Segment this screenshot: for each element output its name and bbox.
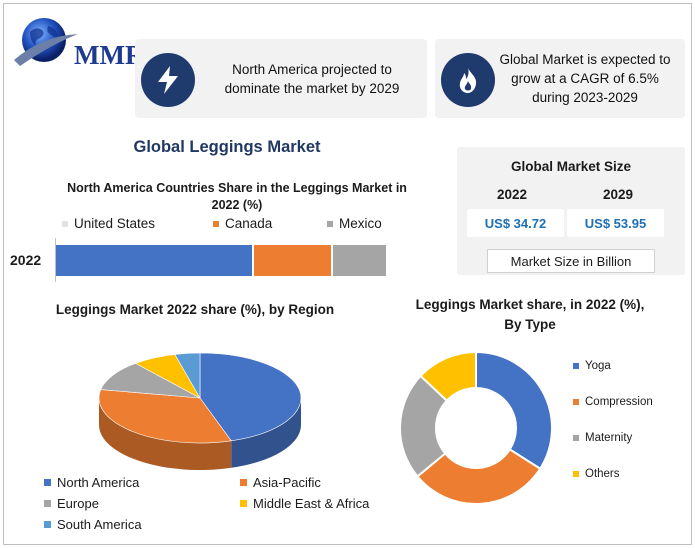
legend-item-compression: Compression <box>573 396 653 408</box>
donut-slice-maternity <box>399 374 449 478</box>
pie-slice-south-america <box>174 352 201 400</box>
legend-label: Mexico <box>339 216 382 231</box>
legend-label: Maternity <box>585 432 633 444</box>
market-size-title: Global Market Size <box>510 159 632 174</box>
donut-slice-yoga <box>475 350 553 471</box>
page-title: Global Leggings Market <box>133 138 321 156</box>
logo-wordmark: MMR <box>74 40 145 70</box>
pie-slice-europe <box>100 362 201 399</box>
chart-title: North America Countries Share in the Leg… <box>67 181 407 212</box>
infographic-frame <box>3 3 692 545</box>
legend-label: Others <box>585 468 620 480</box>
legend-swatch <box>44 521 51 528</box>
legend-swatch <box>327 220 333 227</box>
legend-item-mexico: Mexico <box>327 216 382 231</box>
stacked-bar <box>56 245 386 276</box>
year-label-2029: 2029 <box>603 187 634 202</box>
legend-swatch <box>573 363 579 369</box>
pie-side-north-america <box>231 398 301 468</box>
legend-swatch <box>44 500 51 507</box>
legend-swatch <box>573 471 579 477</box>
legend-label: South America <box>57 517 142 532</box>
market-size-note: Market Size in Billion <box>487 249 655 273</box>
bar-axis <box>55 238 56 282</box>
legend-swatch <box>573 435 579 441</box>
legend-item-yoga: Yoga <box>573 360 611 372</box>
info-text: Global Market is expected to grow at a C… <box>499 52 671 105</box>
info-box-cagr: Global Market is expected to grow at a C… <box>435 39 685 118</box>
legend-item-canada: Canada <box>213 216 272 231</box>
pie-slice-north-america <box>199 352 302 442</box>
pie-side-asia-pacific <box>99 398 232 470</box>
legend-label: Compression <box>585 396 653 408</box>
legend-item-united-states: United States <box>62 216 155 231</box>
bar-segment-mexico <box>333 245 386 276</box>
donut-slice-others <box>419 350 477 403</box>
legend-swatch <box>240 479 247 486</box>
legend-label: Europe <box>57 496 99 511</box>
mmr-logo: MMR <box>12 14 145 76</box>
legend-item-north-america: North America <box>44 475 139 490</box>
legend-label: Middle East & Africa <box>253 496 370 511</box>
market-value-2029: US$ 53.95 <box>567 209 664 237</box>
legend-item-asia-pacific: Asia-Pacific <box>240 475 321 490</box>
lightning-icon <box>141 53 195 107</box>
legend-label: North America <box>57 475 140 490</box>
year-label-2022: 2022 <box>497 187 528 202</box>
region-pie-chart <box>98 352 302 470</box>
legend-swatch <box>240 500 247 507</box>
legend-swatch <box>62 220 68 227</box>
info-text: North America projected to dominate the … <box>224 61 400 96</box>
legend-item-others: Others <box>573 468 620 480</box>
flame-icon <box>441 53 495 107</box>
legend-item-south-america: South America <box>44 517 142 532</box>
chart-title: Leggings Market 2022 share (%), by Regio… <box>55 302 335 317</box>
bar-segment-united-states <box>56 245 252 276</box>
bar-category-label: 2022 <box>10 252 42 268</box>
legend-item-maternity: Maternity <box>573 432 632 444</box>
legend-swatch <box>573 399 579 405</box>
pie-slice-asia-pacific <box>98 389 232 444</box>
legend-label: Asia-Pacific <box>253 475 321 490</box>
market-value-2022: US$ 34.72 <box>467 209 564 237</box>
legend-swatch <box>44 479 51 486</box>
type-donut-chart <box>399 350 553 505</box>
info-box-north-america: North America projected to dominate the … <box>135 39 427 118</box>
bar-segment-canada <box>254 245 332 276</box>
legend-label: Canada <box>225 216 273 231</box>
legend-label: Yoga <box>585 360 611 372</box>
chart-title: Leggings Market share, in 2022 (%), By T… <box>415 297 645 332</box>
donut-slice-compression <box>416 448 542 505</box>
globe-icon <box>14 18 78 66</box>
legend-item-europe: Europe <box>44 496 99 511</box>
legend-label: United States <box>74 216 156 231</box>
legend-swatch <box>213 220 219 227</box>
legend-item-middle-east-africa: Middle East & Africa <box>240 496 369 511</box>
